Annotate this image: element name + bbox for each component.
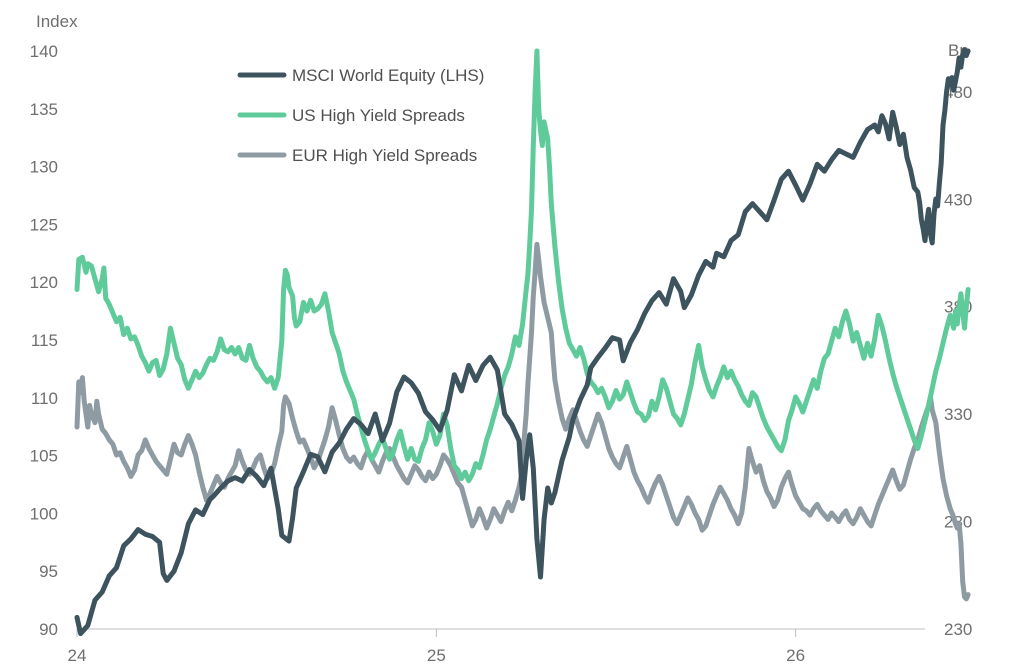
right-tick-label: 230	[944, 620, 972, 639]
left-tick-label: 125	[30, 215, 58, 234]
left-axis-ticks: 90 95 100 105 110 115 120 125 130 135 140	[30, 42, 58, 639]
left-tick-label: 115	[31, 331, 58, 350]
x-tick-label: 26	[786, 646, 805, 665]
series-line-msci-world-equity-lhs	[74, 47, 971, 637]
series-line-us-high-yield-spreads	[74, 48, 971, 484]
legend: MSCI World Equity (LHS) US High Yield Spr…	[237, 66, 484, 165]
legend-label: EUR High Yield Spreads	[292, 146, 477, 165]
series-layer	[74, 47, 971, 637]
left-axis-title: Index	[36, 12, 78, 31]
left-tick-label: 140	[30, 42, 58, 61]
x-axis-ticks: 24 25 26	[68, 629, 805, 665]
right-tick-label: 430	[944, 190, 972, 209]
left-tick-label: 100	[30, 504, 58, 523]
legend-label: US High Yield Spreads	[292, 106, 465, 125]
left-tick-label: 90	[39, 620, 58, 639]
x-tick-label: 25	[427, 646, 446, 665]
left-tick-label: 105	[30, 447, 58, 466]
left-tick-label: 130	[30, 158, 58, 177]
legend-label: MSCI World Equity (LHS)	[292, 66, 484, 85]
right-tick-label: 330	[944, 405, 972, 424]
left-tick-label: 135	[30, 100, 58, 119]
x-tick-label: 24	[68, 646, 87, 665]
series-line-eur-high-yield-spreads	[74, 241, 971, 602]
left-tick-label: 120	[30, 273, 58, 292]
left-tick-label: 110	[31, 389, 58, 408]
left-tick-label: 95	[39, 562, 58, 581]
